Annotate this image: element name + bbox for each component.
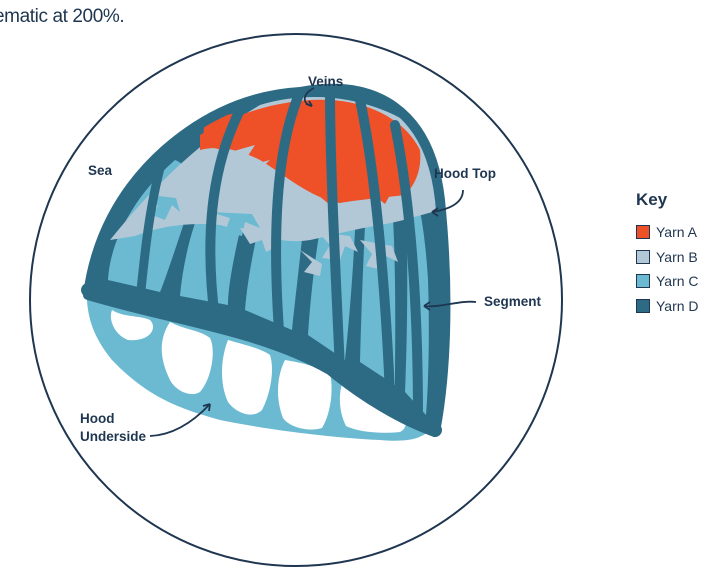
caption-text: ematic at 200%. [0, 6, 125, 27]
hood-top [81, 83, 451, 437]
segment-arrowhead [423, 301, 431, 311]
legend-label-yarn-d: Yarn D [656, 297, 699, 314]
label-hood-top: Hood Top [434, 166, 496, 181]
legend-item-yarn-d: Yarn D [636, 294, 709, 319]
hood-top-arrowhead [431, 207, 439, 217]
segment-pointer [423, 300, 477, 308]
hood-underside-pointer [149, 403, 211, 437]
hood-underside-arrowhead [202, 403, 211, 412]
hood-top-pointer [431, 189, 464, 213]
legend-item-yarn-a: Yarn A [636, 220, 709, 245]
swatch-yarn-c [636, 274, 650, 289]
legend-title: Key [636, 190, 668, 209]
label-hood: Hood [80, 411, 115, 426]
sea-circle [29, 33, 563, 567]
label-sea: Sea [88, 163, 113, 178]
veins-arrowhead [305, 100, 313, 107]
legend-label-yarn-c: Yarn C [656, 273, 699, 290]
legend: Key Yarn A Yarn B Yarn C Yarn D [636, 190, 709, 318]
swatch-yarn-d [636, 298, 650, 313]
label-veins: Veins [308, 74, 343, 89]
legend-item-yarn-b: Yarn B [636, 245, 709, 270]
swatch-yarn-a [636, 225, 650, 240]
label-underside: Underside [80, 429, 147, 444]
legend-label-yarn-a: Yarn A [656, 224, 697, 241]
label-segment: Segment [484, 294, 542, 309]
legend-label-yarn-b: Yarn B [656, 248, 698, 265]
swatch-yarn-b [636, 249, 650, 264]
legend-item-yarn-c: Yarn C [636, 269, 709, 294]
